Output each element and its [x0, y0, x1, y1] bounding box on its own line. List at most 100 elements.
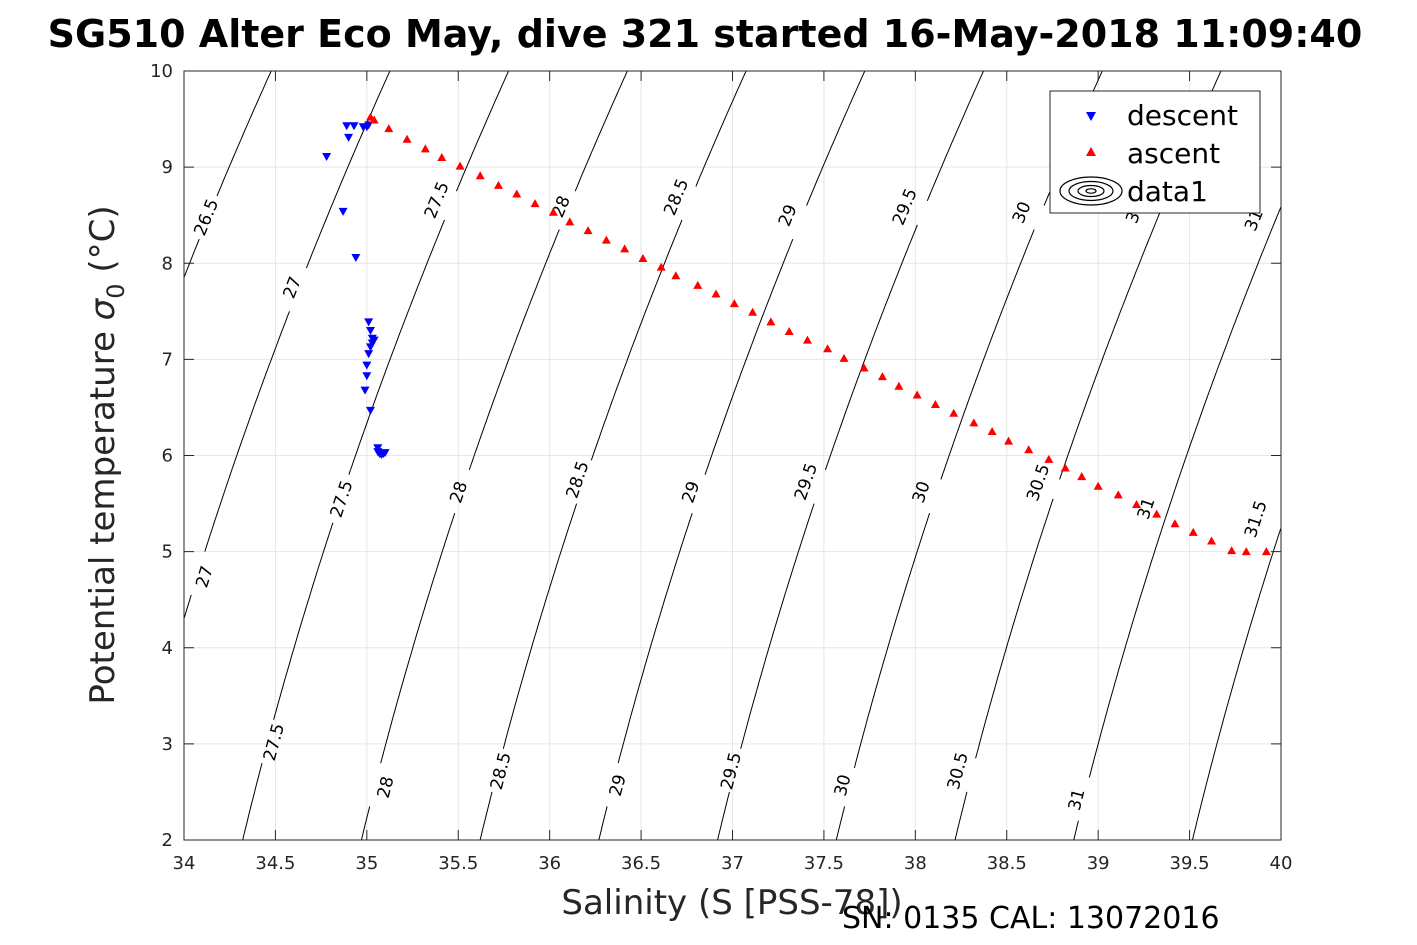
descent-point [365, 343, 375, 352]
isopycnal-line [455, 71, 510, 192]
isopycnal-line [590, 219, 683, 461]
isopycnal-line [695, 71, 747, 187]
ascent-point [656, 262, 666, 271]
legend-contour-icon [1059, 176, 1123, 206]
axis-ticks: 34 34.5 35 35.5 36 36.5 37 37.5 38 38.5 39 39.5 4023… [150, 61, 1292, 874]
ascent-point [877, 372, 887, 381]
x-tick-label: 35 [355, 853, 378, 874]
ascent-point [1261, 547, 1271, 556]
x-tick-label: 34.5 [255, 853, 295, 874]
ascent-point [839, 353, 849, 362]
ascent-point [475, 171, 485, 180]
ascent-point [548, 207, 558, 216]
ascent-point [1077, 472, 1087, 481]
ascent-point [1170, 519, 1180, 528]
ascent-point [969, 418, 979, 427]
ascent-point [671, 271, 681, 280]
descent-point [364, 318, 374, 327]
instrument-footer: SN: 0135 CAL: 13072016 [842, 901, 1220, 936]
descent-point [342, 122, 352, 131]
y-tick-label: 7 [162, 349, 173, 370]
ascent-point [1188, 527, 1198, 536]
isopycnal-line [273, 522, 334, 720]
ascent-point [859, 363, 869, 372]
ascent-point [823, 344, 833, 353]
isopycnal-line [574, 71, 628, 192]
isopycnal-line [835, 806, 846, 840]
ascent-point [1241, 547, 1251, 556]
isopycnal-line [926, 71, 984, 201]
isopycnal-line [598, 806, 608, 840]
ascent-point [437, 153, 447, 162]
isopycnal-line [954, 791, 968, 840]
ascent-point [748, 307, 758, 316]
ascent-point [369, 115, 379, 124]
x-tick-label: 38.5 [987, 853, 1027, 874]
x-tick-label: 39 [1087, 853, 1110, 874]
descent-point [349, 122, 359, 131]
x-tick-label: 36.5 [621, 853, 661, 874]
isopycnal-line [824, 224, 918, 471]
ascent-point [1004, 436, 1014, 445]
y-tick-label: 9 [162, 157, 173, 178]
descent-point [358, 123, 368, 132]
ascent-point [565, 217, 575, 226]
isopycnal-line [740, 503, 815, 749]
descent-point [322, 153, 332, 162]
x-axis-label: Salinity (S [PSS-78]) [561, 883, 902, 923]
isopycnal-line [853, 513, 931, 769]
descent-point [338, 207, 348, 216]
ascent-point [583, 226, 593, 235]
y-tick-label: 4 [162, 638, 173, 659]
descent-point [351, 253, 361, 262]
isopycnal-line [360, 806, 371, 840]
x-tick-label: 37 [721, 853, 744, 874]
x-tick-label: 34 [173, 853, 196, 874]
descent-point [365, 327, 375, 336]
isopycnal-line [940, 229, 1035, 480]
ascent-point [530, 199, 540, 208]
y-tick-label: 3 [162, 734, 173, 755]
descent-series [322, 121, 390, 460]
y-axis-label-symbol: σ [83, 297, 123, 320]
isopycnal-line [1073, 820, 1079, 840]
ascent-point [1113, 490, 1123, 499]
ascent-point [601, 235, 611, 244]
y-tick-label: 2 [162, 830, 173, 851]
ascent-point [420, 144, 430, 153]
isopycnal-line [704, 239, 794, 475]
legend: descent ascent data1 [1049, 90, 1261, 214]
ascent-point [1093, 481, 1103, 490]
descent-point [360, 386, 370, 395]
isopycnal-line [204, 311, 290, 552]
descent-point [362, 361, 372, 370]
ascent-point [1132, 500, 1142, 509]
isopycnal-line [717, 791, 730, 840]
ascent-point [894, 381, 904, 390]
legend-descent-marker [1086, 112, 1096, 121]
isopycnal-line [1088, 205, 1281, 778]
y-axis-label: Potential temperature σ0 (°C) [83, 205, 130, 704]
ascent-point [930, 400, 940, 409]
x-tick-label: 39.5 [1170, 853, 1210, 874]
isopycnal-line [468, 229, 560, 471]
descent-point [380, 449, 390, 458]
isopycnal-line [242, 762, 263, 840]
isopycnal-line [348, 219, 445, 475]
y-axis-label-subscript: 0 [102, 283, 130, 298]
ascent-point [987, 426, 997, 435]
ascent-series [365, 112, 1271, 556]
ascent-point [711, 289, 721, 298]
ascent-point [802, 335, 812, 344]
isopycnal-line [806, 71, 866, 206]
legend-ascent-label: ascent [1127, 137, 1220, 170]
y-tick-label: 6 [162, 446, 173, 467]
isopycnal-line [305, 71, 391, 269]
descent-point [344, 133, 354, 142]
descent-point [362, 372, 372, 381]
ascent-point [620, 244, 630, 253]
ascent-point [766, 317, 776, 326]
ascent-point [402, 134, 412, 143]
y-axis-label-unit: (°C) [83, 205, 123, 283]
